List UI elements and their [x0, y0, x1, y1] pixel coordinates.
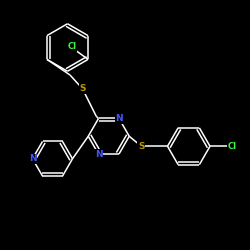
Text: Cl: Cl: [67, 42, 76, 51]
Text: N: N: [115, 114, 123, 123]
Text: Cl: Cl: [228, 142, 237, 151]
Text: S: S: [138, 142, 144, 151]
Text: S: S: [79, 84, 86, 93]
Text: N: N: [29, 154, 36, 163]
Text: N: N: [95, 150, 102, 158]
